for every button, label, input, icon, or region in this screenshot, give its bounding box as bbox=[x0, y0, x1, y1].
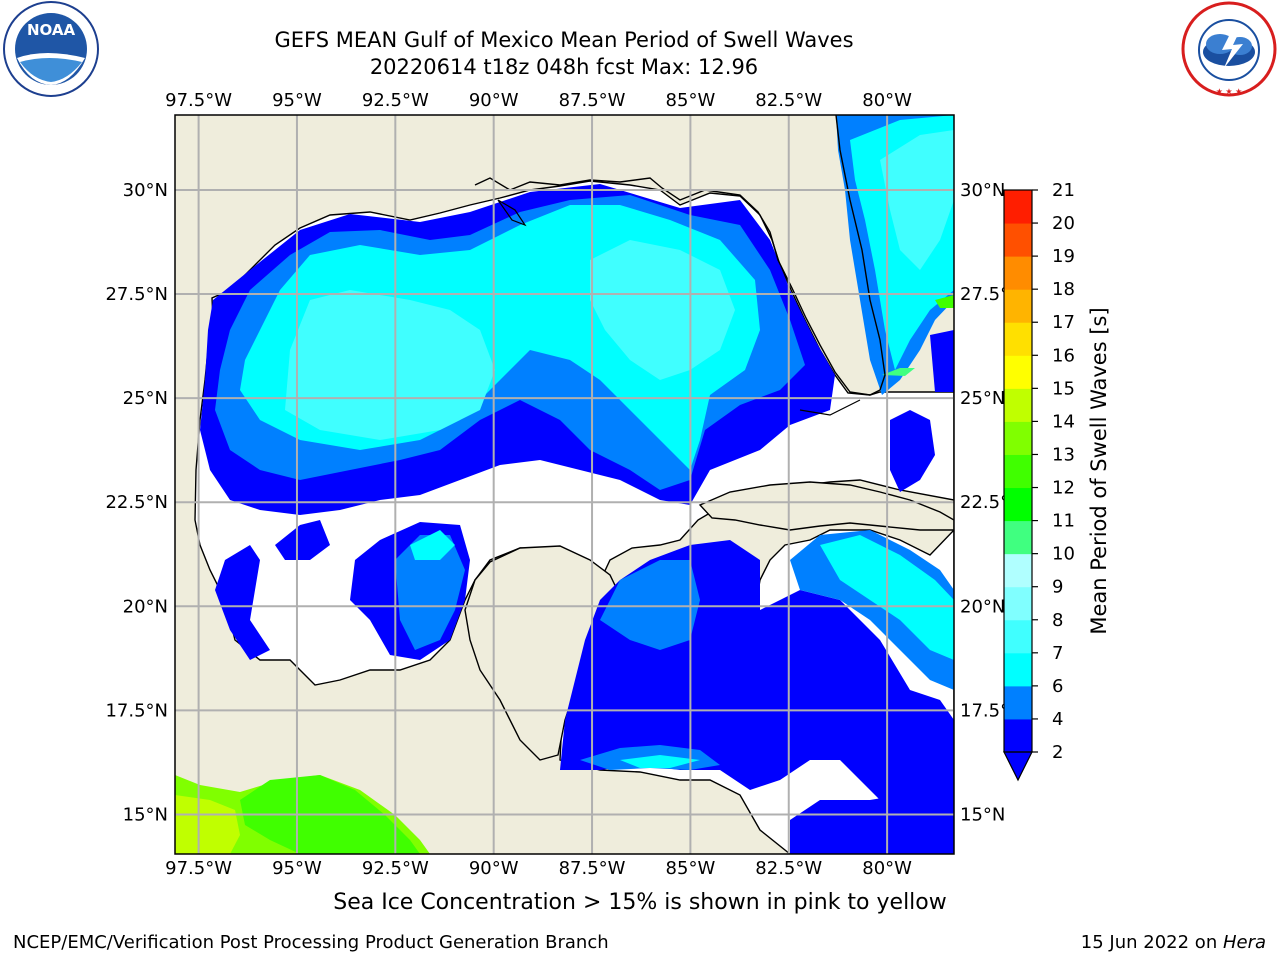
longitude-label-bottom: 82.5°W bbox=[755, 858, 822, 879]
latitude-labels-left: 30°N 27.5°N 25°N 22.5°N 20°N 17.5°N 15°N bbox=[105, 180, 168, 826]
colorbar-tick-label: 7 bbox=[1052, 643, 1063, 664]
colorbar-tick-label: 11 bbox=[1052, 511, 1075, 532]
colorbar-swatch bbox=[1004, 652, 1032, 687]
colorbar-swatch bbox=[1004, 256, 1032, 290]
footer-date: 15 Jun 2022 on Hera bbox=[1081, 932, 1266, 953]
noaa-logo: NOAA bbox=[3, 1, 99, 97]
colorbar-extend-min bbox=[1003, 751, 1033, 782]
colorbar-tick-label: 13 bbox=[1052, 444, 1075, 465]
coastline bbox=[474, 115, 886, 396]
colorbar-swatch bbox=[1004, 190, 1032, 224]
longitude-label-top: 95°W bbox=[272, 90, 322, 111]
colorbar-tick-label: 17 bbox=[1052, 312, 1075, 333]
colorbar-swatch bbox=[1004, 520, 1032, 555]
swell-contours bbox=[175, 115, 954, 854]
latitude-label-left: 15°N bbox=[123, 804, 168, 825]
colorbar-swatch bbox=[1004, 322, 1032, 356]
colorbar-swatch bbox=[1004, 619, 1032, 654]
longitude-label-top: 90°W bbox=[469, 90, 519, 111]
colorbar-tick-label: 6 bbox=[1052, 676, 1063, 697]
nws-logo: ★ ★ ★ bbox=[1181, 1, 1277, 97]
footer-machine: Hera bbox=[1222, 932, 1266, 953]
latitude-label-left: 25°N bbox=[123, 388, 168, 409]
longitude-label-bottom: 85°W bbox=[666, 858, 716, 879]
colorbar-swatch bbox=[1004, 454, 1032, 489]
colorbar-swatch bbox=[1004, 487, 1032, 522]
svg-text:★ ★ ★: ★ ★ ★ bbox=[1216, 87, 1243, 96]
longitude-label-bottom: 87.5°W bbox=[559, 858, 626, 879]
colorbar-tick-label: 20 bbox=[1052, 213, 1075, 234]
latitude-label-left: 30°N bbox=[123, 180, 168, 201]
latitude-label-left: 17.5°N bbox=[105, 700, 168, 721]
chart-title: GEFS MEAN Gulf of Mexico Mean Period of … bbox=[274, 28, 854, 52]
latitude-label-left: 20°N bbox=[123, 596, 168, 617]
colorbar-tick-label: 8 bbox=[1052, 610, 1063, 631]
latitude-label-right: 25°N bbox=[960, 388, 1005, 409]
latitude-label-left: 27.5°N bbox=[105, 284, 168, 305]
longitude-labels-bottom: 97.5°W 95°W 92.5°W 90°W 87.5°W 85°W 82.5°W 80°W bbox=[165, 858, 912, 879]
colorbar-label: Mean Period of Swell Waves [s] bbox=[1087, 307, 1111, 634]
colorbar-tick-label: 14 bbox=[1052, 411, 1075, 432]
cuba bbox=[698, 481, 954, 531]
longitude-label-top: 97.5°W bbox=[165, 90, 232, 111]
colorbar-tick-label: 2 bbox=[1052, 742, 1063, 763]
colorbar-tick-label: 16 bbox=[1052, 345, 1075, 366]
longitude-label-top: 85°W bbox=[666, 90, 716, 111]
colorbar-tick-label: 21 bbox=[1052, 180, 1075, 201]
colorbar-swatch bbox=[1004, 718, 1032, 753]
colorbar-swatch bbox=[1004, 388, 1032, 422]
graticule bbox=[175, 115, 954, 854]
colorbar: 2 4 6 7 8 9 10 11 12 13 14 15 16 17 18 19 20 21 bbox=[1003, 180, 1075, 782]
colorbar-swatch bbox=[1004, 553, 1032, 588]
footer-credit: NCEP/EMC/Verification Post Processing Pr… bbox=[13, 932, 609, 953]
chart-subtitle: 20220614 t18z 048h fcst Max: 12.96 bbox=[369, 55, 759, 79]
noaa-logo-text: NOAA bbox=[27, 21, 76, 39]
colorbar-swatch bbox=[1004, 355, 1032, 389]
colorbar-tick-label: 12 bbox=[1052, 478, 1075, 499]
colorbar-tick-label: 18 bbox=[1052, 279, 1075, 300]
longitude-label-bottom: 95°W bbox=[272, 858, 322, 879]
latitude-label-right: 30°N bbox=[960, 180, 1005, 201]
longitude-label-bottom: 92.5°W bbox=[362, 858, 429, 879]
map-area bbox=[175, 115, 954, 854]
latitude-label-right: 15°N bbox=[960, 804, 1005, 825]
colorbar-tick-label: 19 bbox=[1052, 246, 1075, 267]
colorbar-frame bbox=[1003, 189, 1033, 753]
longitude-labels-top: 97.5°W 95°W 92.5°W 90°W 87.5°W 85°W 82.5°W 80°W bbox=[165, 90, 912, 111]
longitude-label-bottom: 80°W bbox=[862, 858, 912, 879]
colorbar-swatch bbox=[1004, 685, 1032, 720]
colorbar-swatch bbox=[1004, 421, 1032, 455]
latitude-label-right: 20°N bbox=[960, 596, 1005, 617]
latitude-label-left: 22.5°N bbox=[105, 492, 168, 513]
colorbar-tick-label: 15 bbox=[1052, 378, 1075, 399]
longitude-label-top: 80°W bbox=[862, 90, 912, 111]
colorbar-swatch bbox=[1004, 586, 1032, 621]
longitude-label-top: 87.5°W bbox=[559, 90, 626, 111]
map-frame bbox=[174, 114, 955, 855]
colorbar-swatch bbox=[1004, 289, 1032, 323]
longitude-label-bottom: 90°W bbox=[469, 858, 519, 879]
longitude-label-top: 92.5°W bbox=[362, 90, 429, 111]
longitude-label-bottom: 97.5°W bbox=[165, 858, 232, 879]
footer-date-text: 15 Jun 2022 on bbox=[1080, 932, 1223, 953]
colorbar-tick-label: 10 bbox=[1052, 544, 1075, 565]
colorbar-tick-label: 9 bbox=[1052, 577, 1063, 598]
longitude-label-top: 82.5°W bbox=[755, 90, 822, 111]
colorbar-swatch bbox=[1004, 223, 1032, 257]
sea-ice-note: Sea Ice Concentration > 15% is shown in … bbox=[333, 890, 947, 915]
colorbar-tick-label: 4 bbox=[1052, 709, 1063, 730]
